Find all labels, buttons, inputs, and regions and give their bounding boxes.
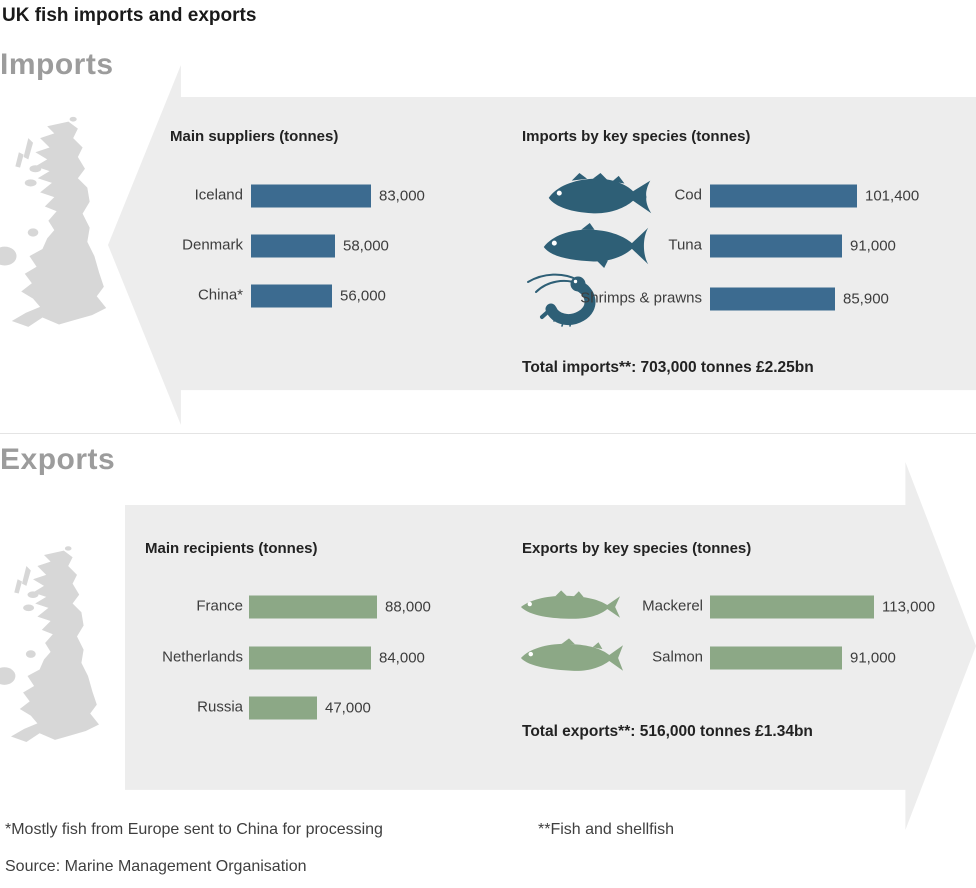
bar-value: 58,000 xyxy=(343,237,389,255)
bar-value: 56,000 xyxy=(340,287,386,305)
bar-iceland xyxy=(251,184,371,208)
uk-map-exports xyxy=(0,538,110,758)
bar-row-russia: Russia 47,000 xyxy=(158,682,503,734)
footnote-china: *Mostly fish from Europe sent to China f… xyxy=(5,821,383,838)
bar-label: Netherlands xyxy=(162,648,243,666)
bar-tuna xyxy=(710,234,842,258)
section-divider xyxy=(0,433,976,434)
bar-row-denmark: Denmark 58,000 xyxy=(165,220,510,272)
bar-row-iceland: Iceland 83,000 xyxy=(165,170,510,222)
mackerel-icon xyxy=(518,590,622,624)
bar-label: Iceland xyxy=(194,186,243,204)
bar-russia xyxy=(249,696,317,720)
bar-label: Denmark xyxy=(182,236,243,254)
bar-label: Salmon xyxy=(652,648,703,666)
source-credit: Source: Marine Management Organisation xyxy=(5,858,307,875)
bar-value: 101,400 xyxy=(865,187,920,205)
bar-row-salmon: Salmon 91,000 xyxy=(518,632,976,684)
bar-value: 83,000 xyxy=(379,187,425,205)
bar-row-france: France 88,000 xyxy=(158,581,503,633)
bar-label: Shrimps & prawns xyxy=(580,289,702,307)
cod-icon xyxy=(544,173,656,219)
bar-cod xyxy=(710,184,857,208)
bar-france xyxy=(249,595,377,619)
uk-map-imports xyxy=(0,112,118,340)
bar-shrimps xyxy=(710,287,835,311)
bar-value: 84,000 xyxy=(379,649,425,667)
imports-section-heading: Imports xyxy=(0,48,114,81)
bar-mackerel xyxy=(710,595,874,619)
bar-label: Mackerel xyxy=(642,597,703,615)
bar-value: 113,000 xyxy=(882,598,936,616)
bar-value: 85,900 xyxy=(843,290,889,308)
bar-value: 91,000 xyxy=(850,237,896,255)
bar-china xyxy=(251,284,332,308)
bar-denmark xyxy=(251,234,335,258)
bar-row-shrimps: Shrimps & prawns 85,900 xyxy=(518,270,976,328)
bar-row-tuna: Tuna 91,000 xyxy=(518,220,976,272)
exports-species-title: Exports by key species (tonnes) xyxy=(522,540,752,557)
exports-section-heading: Exports xyxy=(0,443,116,476)
imports-suppliers-title: Main suppliers (tonnes) xyxy=(170,128,339,145)
bar-salmon xyxy=(710,646,842,670)
bar-row-cod: Cod 101,400 xyxy=(518,170,976,222)
imports-total: Total imports**: 703,000 tonnes £2.25bn xyxy=(522,359,814,376)
bar-netherlands xyxy=(249,646,371,670)
tuna-icon xyxy=(540,223,652,269)
page-title: UK fish imports and exports xyxy=(2,5,257,26)
bar-value: 91,000 xyxy=(850,649,896,667)
bar-row-mackerel: Mackerel 113,000 xyxy=(518,581,976,633)
imports-species-title: Imports by key species (tonnes) xyxy=(522,128,751,145)
footnote-shellfish: **Fish and shellfish xyxy=(538,821,675,838)
bar-label: Cod xyxy=(674,186,702,204)
bar-row-china: China* 56,000 xyxy=(165,270,510,322)
bar-label: China* xyxy=(197,286,243,304)
shrimp-icon xyxy=(518,271,612,327)
exports-total: Total exports**: 516,000 tonnes £1.34bn xyxy=(522,723,813,740)
bar-label: France xyxy=(196,597,243,615)
bar-row-netherlands: Netherlands 84,000 xyxy=(158,632,503,684)
bar-label: Tuna xyxy=(668,236,702,254)
bar-value: 88,000 xyxy=(385,598,431,616)
exports-recipients-title: Main recipients (tonnes) xyxy=(145,540,318,557)
bar-value: 47,000 xyxy=(325,699,371,717)
salmon-icon xyxy=(518,638,624,678)
bar-label: Russia xyxy=(197,698,243,716)
